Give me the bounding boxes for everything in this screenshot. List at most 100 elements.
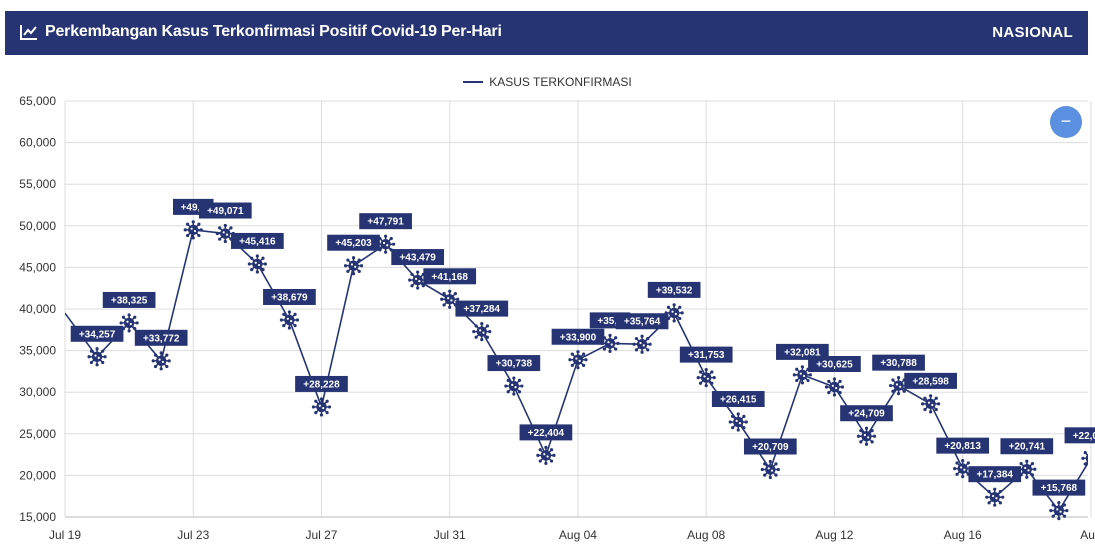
svg-text:+24,709: +24,709 bbox=[848, 409, 885, 420]
line-chart-icon bbox=[20, 25, 37, 40]
axes: 15,000 20,000 25,000 30,000 35,000 40,000 45,0… bbox=[19, 94, 1095, 542]
virus-icon[interactable] bbox=[953, 459, 973, 479]
svg-text:+20,741: +20,741 bbox=[1009, 442, 1046, 453]
data-label: +30,788 bbox=[872, 354, 925, 371]
virus-icon[interactable] bbox=[888, 376, 909, 396]
data-label: +38,679 bbox=[263, 288, 316, 305]
virus-icon[interactable] bbox=[536, 445, 556, 465]
data-label: +49,071 bbox=[198, 202, 252, 219]
x-tick-label: Aug 04 bbox=[559, 528, 597, 542]
svg-text:+35,8: +35,8 bbox=[597, 316, 623, 327]
data-label: +38,325 bbox=[102, 291, 156, 308]
virus-icon[interactable] bbox=[1081, 449, 1095, 468]
svg-text:+30,788: +30,788 bbox=[880, 358, 917, 369]
x-tick-label: Jul 31 bbox=[434, 528, 466, 542]
x-tick-label: Jul 27 bbox=[305, 528, 337, 542]
data-label: +43,479 bbox=[391, 249, 445, 266]
svg-text:+49,5: +49,5 bbox=[181, 202, 207, 213]
data-label: +45,416 bbox=[231, 232, 284, 249]
chart-legend[interactable]: KASUS TERKONFIRMASI bbox=[0, 75, 1095, 89]
region-label[interactable]: NASIONAL bbox=[992, 24, 1073, 41]
y-tick-label: 50,000 bbox=[19, 219, 56, 233]
svg-text:+41,168: +41,168 bbox=[432, 272, 469, 283]
virus-icon[interactable] bbox=[696, 368, 716, 388]
virus-icon[interactable] bbox=[87, 347, 107, 367]
chart-title: Perkembangan Kasus Terkonfirmasi Positif… bbox=[45, 23, 502, 40]
svg-text:+37,284: +37,284 bbox=[464, 304, 501, 315]
y-tick-label: 20,000 bbox=[19, 468, 56, 482]
virus-icon[interactable] bbox=[472, 321, 492, 342]
legend-label: KASUS TERKONFIRMASI bbox=[489, 75, 632, 89]
zoom-out-button[interactable]: − bbox=[1050, 106, 1082, 138]
data-label: +33,772 bbox=[134, 329, 188, 346]
y-tick-label: 45,000 bbox=[19, 260, 56, 274]
data-label: +47,791 bbox=[359, 213, 412, 230]
data-label: +28,228 bbox=[295, 375, 348, 392]
data-label: +39,532 bbox=[647, 281, 701, 298]
svg-text:+35,764: +35,764 bbox=[624, 317, 661, 328]
virus-icon[interactable] bbox=[1049, 501, 1069, 521]
virus-icon[interactable] bbox=[760, 459, 780, 480]
virus-icon[interactable] bbox=[440, 289, 460, 309]
virus-icon[interactable] bbox=[600, 333, 620, 353]
svg-text:+22,404: +22,404 bbox=[528, 428, 565, 439]
virus-icon[interactable] bbox=[664, 303, 684, 323]
virus-icon[interactable] bbox=[504, 376, 524, 396]
svg-text:+15,768: +15,768 bbox=[1041, 483, 1078, 494]
chart-header: Perkembangan Kasus Terkonfirmasi Positif… bbox=[5, 11, 1088, 55]
x-tick-label: Jul 23 bbox=[177, 528, 209, 542]
virus-icon[interactable] bbox=[792, 365, 812, 385]
data-label: +35,764 bbox=[615, 313, 669, 330]
x-tick-label: Jul 19 bbox=[49, 528, 81, 542]
svg-text:+43,479: +43,479 bbox=[399, 253, 436, 264]
svg-text:+30,625: +30,625 bbox=[816, 360, 853, 371]
svg-text:+30,738: +30,738 bbox=[496, 359, 533, 370]
y-tick-label: 60,000 bbox=[19, 136, 56, 150]
data-label: +24,709 bbox=[840, 405, 893, 422]
data-label: +22,053 bbox=[1064, 427, 1095, 444]
svg-text:+47,791: +47,791 bbox=[367, 217, 404, 228]
virus-icon[interactable] bbox=[921, 394, 941, 414]
data-label: +41,168 bbox=[423, 268, 477, 285]
virus-icon[interactable] bbox=[632, 334, 652, 354]
data-label: +30,625 bbox=[808, 356, 861, 372]
data-label: +26,415 bbox=[711, 391, 765, 408]
x-tick-label: Aug 12 bbox=[815, 528, 853, 542]
virus-icon[interactable] bbox=[311, 397, 332, 417]
virus-icon[interactable] bbox=[985, 487, 1005, 507]
data-label: +28,598 bbox=[904, 372, 957, 389]
virus-icon[interactable] bbox=[151, 351, 171, 371]
virus-icon[interactable] bbox=[279, 310, 300, 330]
data-label: +20,813 bbox=[936, 437, 990, 454]
data-label: +20,709 bbox=[743, 438, 797, 455]
y-tick-label: 65,000 bbox=[19, 94, 56, 108]
data-label: +34,257 bbox=[70, 325, 124, 342]
virus-icon[interactable] bbox=[408, 270, 428, 290]
svg-text:+22,053: +22,053 bbox=[1073, 431, 1095, 442]
svg-text:+39,532: +39,532 bbox=[656, 285, 693, 296]
svg-text:+33,772: +33,772 bbox=[143, 333, 180, 344]
virus-icon[interactable] bbox=[343, 256, 364, 276]
virus-icon[interactable] bbox=[568, 350, 588, 370]
svg-text:+45,203: +45,203 bbox=[335, 238, 372, 249]
grid bbox=[64, 100, 1092, 518]
data-label: +33,900 bbox=[551, 328, 605, 345]
virus-icon[interactable] bbox=[376, 234, 396, 254]
y-tick-label: 30,000 bbox=[19, 385, 56, 399]
virus-icon[interactable] bbox=[247, 254, 267, 274]
svg-text:+34,257: +34,257 bbox=[79, 329, 116, 340]
svg-text:+38,679: +38,679 bbox=[271, 292, 308, 303]
x-tick-label: Aug 16 bbox=[944, 528, 982, 542]
y-tick-label: 15,000 bbox=[19, 510, 56, 524]
svg-text:+20,813: +20,813 bbox=[944, 441, 981, 452]
virus-icon[interactable] bbox=[824, 377, 845, 397]
data-label: +31,753 bbox=[679, 346, 733, 363]
y-tick-label: 25,000 bbox=[19, 427, 56, 441]
y-tick-label: 35,000 bbox=[19, 344, 56, 358]
virus-icon[interactable] bbox=[728, 412, 748, 432]
svg-text:+31,753: +31,753 bbox=[688, 350, 725, 361]
virus-icon[interactable] bbox=[856, 426, 877, 446]
data-label: +15,768 bbox=[1032, 479, 1086, 496]
virus-icon[interactable] bbox=[183, 220, 203, 240]
